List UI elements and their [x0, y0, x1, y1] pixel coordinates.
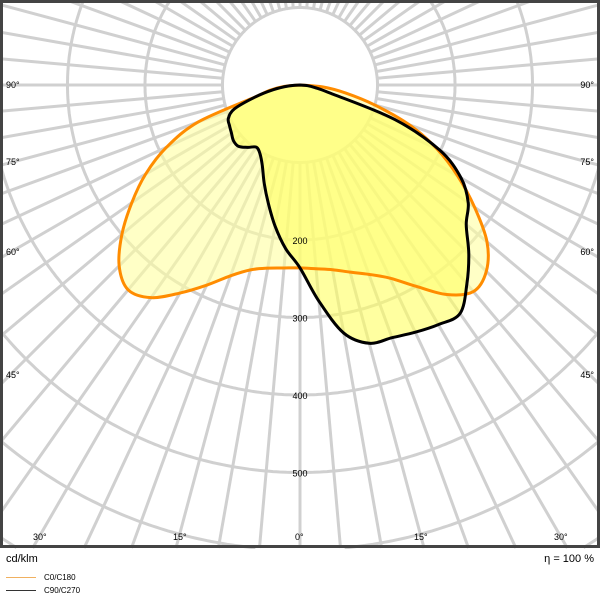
- radial-tick-label: 200: [292, 236, 307, 246]
- unit-label: cd/klm: [6, 553, 38, 565]
- grid-radial-line: [343, 0, 361, 23]
- grid-radial-line: [377, 90, 600, 113]
- grid-radial-line: [197, 0, 242, 37]
- grid-radial-line: [0, 103, 226, 167]
- grid-radial-line: [376, 96, 600, 140]
- angle-label: 75°: [580, 157, 594, 167]
- grid-radial-line: [362, 0, 423, 42]
- angle-label: 30°: [554, 532, 568, 542]
- grid-radial-line: [239, 0, 257, 23]
- legend-label: C90/C270: [44, 586, 81, 595]
- grid-radial-line: [227, 0, 252, 27]
- legend-swatch: [6, 590, 36, 591]
- legend-item-c0: C0/C180: [6, 573, 76, 582]
- grid-radial-line: [377, 57, 600, 80]
- radial-tick-label: 500: [292, 469, 307, 479]
- legend-label: C0/C180: [44, 573, 76, 582]
- grid-circle: [0, 330, 600, 474]
- grid-radial-line: [117, 0, 231, 54]
- grid-radial-line: [353, 0, 387, 32]
- angle-label: 0°: [295, 532, 304, 542]
- legend-swatch: [6, 577, 36, 578]
- grid-radial-line: [177, 0, 238, 42]
- series-line-C90/C270: [226, 83, 471, 345]
- grid-radial-line: [358, 0, 403, 37]
- angle-label: 90°: [580, 80, 594, 90]
- angle-label: 30°: [33, 532, 47, 542]
- angle-label: 90°: [6, 80, 20, 90]
- grid-radial-line: [376, 30, 600, 74]
- grid-radial-line: [0, 3, 226, 67]
- chart-frame: [0, 0, 600, 548]
- radial-tick-label: 400: [292, 391, 307, 401]
- angle-label: 45°: [580, 370, 594, 380]
- angle-label: 15°: [173, 532, 187, 542]
- polar-chart: 200 300 400 500: [0, 0, 600, 549]
- grid-radial-line: [374, 103, 600, 167]
- angle-label: 45°: [6, 370, 20, 380]
- grid-radial-line: [374, 3, 600, 67]
- grid-radial-line: [0, 30, 224, 74]
- angle-label: 60°: [6, 247, 20, 257]
- grid-radial-line: [372, 0, 535, 60]
- grid-radial-line: [348, 0, 373, 27]
- grid-radial-line: [369, 0, 483, 54]
- efficiency-label: η = 100 %: [544, 553, 594, 565]
- angle-label: 60°: [580, 247, 594, 257]
- grid-circle: [0, 440, 600, 549]
- legend-item-c90: C90/C270: [6, 586, 80, 595]
- grid-radial-line: [65, 0, 228, 60]
- radial-tick-label: 300: [292, 314, 307, 324]
- series-fill-1: [228, 85, 469, 344]
- angle-label: 15°: [414, 532, 428, 542]
- grid-radial-line: [213, 0, 247, 32]
- grid-radial-line: [0, 57, 223, 80]
- angle-label: 75°: [6, 157, 20, 167]
- grid-radial-line: [0, 90, 223, 113]
- grid-radial-line: [0, 96, 224, 140]
- grid-radial-line: [0, 110, 228, 196]
